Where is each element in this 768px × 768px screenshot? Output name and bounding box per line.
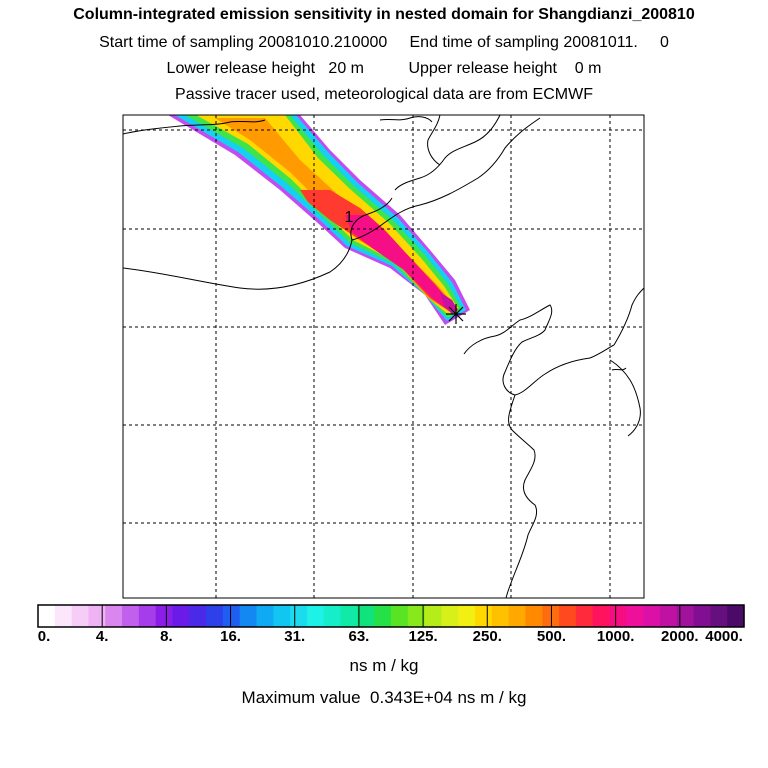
colorbar-tick-label: 0. <box>37 628 51 645</box>
colorbar-cell <box>54 605 73 627</box>
colorbar-tick-label: 63. <box>348 628 370 645</box>
colorbar-tick-label: 250. <box>472 628 502 645</box>
colorbar-cell <box>441 605 459 627</box>
colorbar-tick-label: 8. <box>160 628 173 645</box>
colorbar-cell <box>626 605 644 627</box>
sampling-times: Start time of sampling 20081010.210000 E… <box>99 34 669 51</box>
colorbar-cell <box>575 605 594 627</box>
map-label: 1 <box>345 209 354 226</box>
colorbar-tick-label: 2000. <box>661 628 699 645</box>
colorbar-tick-label: 4. <box>95 628 109 645</box>
colorbar-cell <box>155 605 174 627</box>
colorbar-cell <box>256 605 274 627</box>
maximum-value: Maximum value 0.343E+04 ns m / kg <box>241 688 527 707</box>
colorbar-cell <box>122 605 140 627</box>
colorbar-cell <box>458 605 476 627</box>
colorbar-cell <box>290 605 308 627</box>
colorbar-cell <box>88 605 106 627</box>
colorbar-cell <box>710 605 728 627</box>
colorbar-separators <box>101 605 681 627</box>
colorbar-cell <box>391 605 409 627</box>
colorbar-cell <box>239 605 258 627</box>
plume-green <box>185 115 462 318</box>
colorbar-cell <box>323 605 342 627</box>
map-frame <box>122 114 645 599</box>
colorbar-cell <box>306 605 325 627</box>
gridlines <box>123 115 644 598</box>
colorbar-cell <box>559 605 577 627</box>
colorbar-cell <box>222 605 241 627</box>
colorbar-cell <box>273 605 291 627</box>
colorbar-cell <box>172 605 190 627</box>
plume-red <box>300 190 452 311</box>
tracer-info: Passive tracer used, meteorological data… <box>175 86 593 103</box>
colorbar-cell <box>475 605 493 627</box>
colorbar-cell <box>38 605 56 627</box>
colorbar-cell <box>508 605 527 627</box>
colorbar-units: ns m / kg <box>349 656 419 675</box>
colorbar-cell <box>105 605 123 627</box>
colorbar-tick-label: 1000. <box>596 628 635 645</box>
colorbar-cell <box>727 605 745 627</box>
colorbar-cell <box>659 605 678 627</box>
release-heights: Lower release height 20 m Upper release … <box>166 60 602 77</box>
colorbar-cell <box>206 605 224 627</box>
colorbar-cell <box>592 605 611 627</box>
colorbar-cell <box>525 605 543 627</box>
plume-magenta <box>345 215 454 311</box>
chart-title: Column-integrated emission sensitivity i… <box>73 6 695 23</box>
colorbar-cell <box>71 605 90 627</box>
plume-cyan <box>175 115 466 321</box>
colorbar-cell <box>491 605 510 627</box>
colorbar-tick-label: 4000. <box>705 628 743 645</box>
plume-outer <box>168 115 470 325</box>
colorbar-tick-label: 125. <box>408 628 438 645</box>
colorbar-cell <box>693 605 711 627</box>
colorbar-cell <box>340 605 358 627</box>
plume-layer <box>168 115 470 325</box>
colorbar-tick-label: 500. <box>536 628 567 645</box>
plume-core <box>440 292 458 314</box>
colorbar-cell <box>374 605 392 627</box>
colorbar-cell <box>357 605 375 627</box>
colorbar-cell <box>424 605 443 627</box>
colorbar-cell <box>609 605 627 627</box>
colorbar-tick-label: 16. <box>220 628 241 645</box>
colorbar-cell <box>138 605 157 627</box>
colorbar-cell <box>676 605 695 627</box>
colorbar-cell <box>189 605 207 627</box>
colorbar-cells <box>38 605 745 627</box>
colorbar-cell <box>407 605 426 627</box>
colorbar-tick-label: 31. <box>284 628 306 645</box>
colorbar-frame <box>37 604 745 628</box>
receptor-star <box>446 304 466 324</box>
colorbar-cell <box>643 605 661 627</box>
